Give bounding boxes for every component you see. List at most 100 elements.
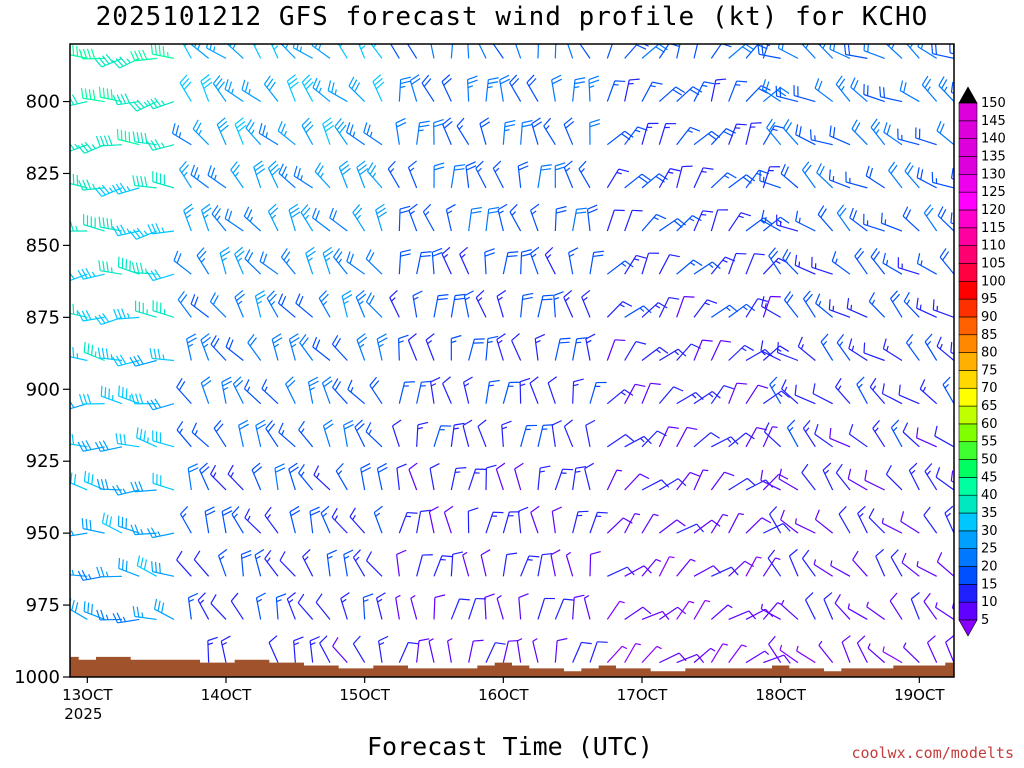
wind-barb (244, 249, 262, 275)
wind-barb (509, 203, 522, 232)
wind-barb (777, 44, 799, 59)
wind-barb (818, 640, 834, 663)
wind-barb (554, 337, 571, 361)
wind-barb (238, 419, 249, 447)
wind-barb (693, 261, 721, 275)
wind-barb (932, 299, 954, 318)
wind-barb (146, 269, 175, 282)
wind-barb (478, 44, 487, 59)
wind-barb (369, 376, 383, 404)
wind-barb (176, 378, 192, 405)
wind-barb (173, 250, 192, 275)
wind-barb (801, 549, 816, 577)
wind-barb (118, 558, 140, 577)
wind-barb (780, 163, 799, 189)
wind-barb (152, 171, 175, 189)
wind-barb (515, 44, 522, 59)
wind-barb (83, 601, 105, 621)
wind-barb (362, 593, 374, 620)
wind-barb (485, 642, 506, 663)
wind-barb (624, 305, 652, 318)
wind-barb (210, 335, 227, 361)
credit-link[interactable]: coolwx.com/modelts (851, 744, 1014, 762)
wind-barb (658, 556, 675, 577)
wind-barb (80, 87, 105, 103)
wind-barb (450, 466, 467, 491)
wind-barb (659, 348, 687, 362)
wind-barb (78, 48, 105, 60)
wind-barb (676, 165, 693, 189)
wind-barb (83, 341, 105, 362)
colorbar-segment (958, 494, 978, 514)
wind-barb (897, 128, 920, 146)
wind-barb (820, 333, 834, 361)
wind-barb (372, 74, 385, 102)
wind-barb (450, 422, 465, 447)
wind-barb (890, 419, 903, 448)
wind-barb (147, 223, 175, 235)
wind-barb (112, 56, 140, 69)
wind-barb (338, 160, 351, 189)
wind-barb (152, 472, 175, 491)
wind-barb (315, 593, 331, 620)
wind-barb (416, 120, 430, 145)
wind-barb (345, 122, 366, 146)
wind-barb (759, 170, 781, 189)
wind-barb (924, 333, 938, 361)
wind-barb (971, 36, 989, 59)
colorbar: 5 10 15 20 25 30 35 40 45 50 55 60 65 70 75 80 85 90 95 100… (958, 86, 1006, 637)
wind-barb (398, 381, 415, 404)
wind-barb (847, 468, 868, 491)
wind-barb (693, 167, 714, 189)
wind-barb (606, 301, 633, 318)
wind-barb (936, 120, 954, 146)
wind-barb (847, 603, 868, 620)
wind-barb (693, 469, 709, 491)
wind-barb (337, 44, 348, 59)
wind-barb (788, 548, 799, 577)
wind-barb (728, 80, 748, 102)
wind-barb (129, 99, 157, 112)
colorbar-segment (958, 352, 978, 371)
wind-barb (845, 171, 868, 189)
plot-frame (69, 43, 955, 678)
wind-barb (710, 209, 729, 232)
wind-barb (485, 77, 499, 102)
wind-barb (881, 517, 903, 534)
wind-barb (332, 378, 348, 405)
wind-barb (398, 76, 411, 102)
wind-barb (902, 642, 920, 664)
wind-barb (917, 44, 937, 59)
wind-barb (70, 569, 88, 577)
y-tick-label: 850 (26, 235, 60, 256)
colorbar-segment (958, 423, 978, 443)
wind-barb (822, 462, 834, 491)
wind-barb (340, 592, 350, 620)
wind-barb (462, 551, 470, 577)
wind-barb (710, 643, 728, 663)
wind-barb (277, 121, 296, 146)
wind-barb (247, 334, 262, 361)
wind-barb (762, 295, 781, 318)
wind-barb (326, 549, 337, 577)
wind-barb (572, 207, 587, 232)
colorbar-segment (958, 102, 978, 122)
wind-barb (768, 635, 782, 663)
wind-barb (888, 161, 903, 189)
wind-barb (375, 203, 388, 232)
wind-barb (882, 646, 903, 664)
wind-barb (301, 74, 314, 102)
wind-barb (259, 251, 279, 275)
y-tick-label: 925 (26, 451, 60, 472)
wind-barb (529, 376, 539, 404)
wind-barb (484, 593, 495, 620)
wind-barb (554, 598, 575, 620)
wind-barb (177, 290, 192, 318)
wind-barb (118, 385, 140, 405)
wind-barb (254, 290, 266, 318)
wind-barb (537, 44, 543, 59)
wind-barb (447, 638, 453, 663)
wind-barb (544, 246, 556, 275)
x-tick-label: 16OCT (478, 686, 529, 704)
wind-barb (300, 204, 314, 232)
